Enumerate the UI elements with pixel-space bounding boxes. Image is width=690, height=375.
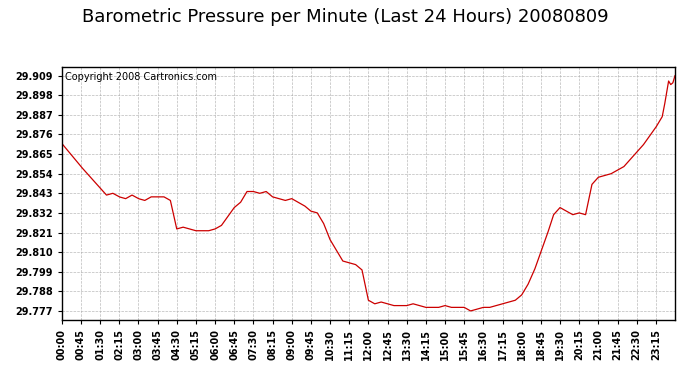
Text: Barometric Pressure per Minute (Last 24 Hours) 20080809: Barometric Pressure per Minute (Last 24 … [81, 8, 609, 26]
Text: Copyright 2008 Cartronics.com: Copyright 2008 Cartronics.com [65, 72, 217, 82]
